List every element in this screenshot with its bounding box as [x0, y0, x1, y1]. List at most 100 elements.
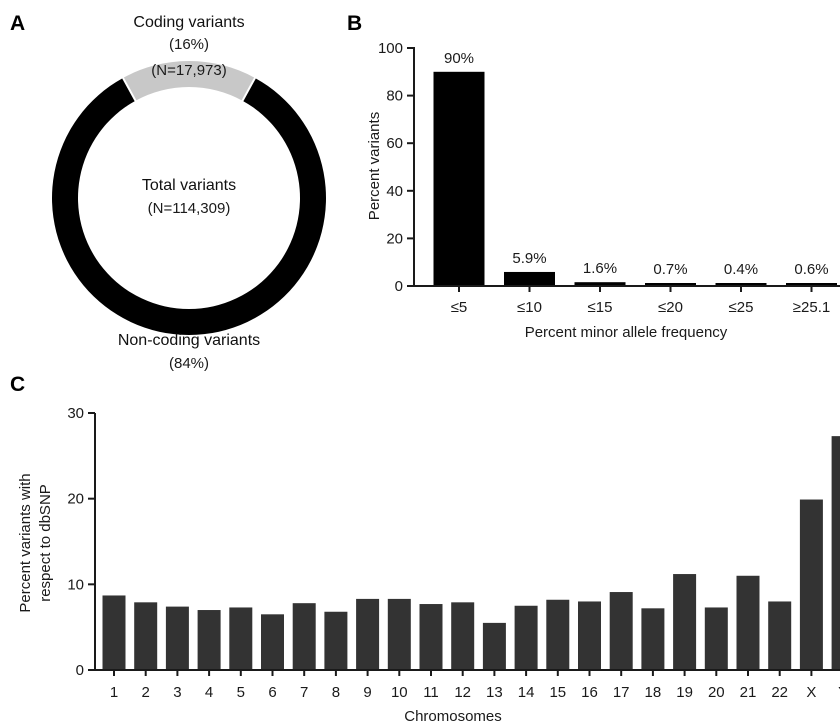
- maf-data-label: 0.4%: [724, 261, 758, 278]
- chrom-bar: [292, 603, 316, 670]
- chrom-bar: [641, 608, 665, 670]
- maf-bar: [645, 283, 696, 286]
- noncoding-variants-percent: (84%): [169, 355, 209, 372]
- maf-x-axis-title: Percent minor allele frequency: [525, 324, 728, 341]
- chrom-bar: [704, 607, 728, 670]
- chrom-x-tick-label: 3: [173, 684, 181, 701]
- chrom-x-tick-label: 20: [708, 684, 725, 701]
- maf-data-label: 0.6%: [794, 261, 828, 278]
- maf-bar: [433, 71, 485, 286]
- chrom-bar: [419, 604, 443, 670]
- chrom-y-tick-label: 20: [67, 491, 84, 508]
- chrom-x-tick-labels: 12345678910111213141516171819202122XY: [110, 670, 840, 701]
- chrom-x-tick-label: 13: [486, 684, 503, 701]
- chrom-bar: [197, 610, 221, 670]
- donut-slice-coding: [122, 61, 256, 101]
- chrom-bars: [102, 436, 840, 670]
- maf-y-tick-label: 20: [386, 230, 403, 247]
- maf-data-label: 5.9%: [512, 250, 546, 267]
- donut-separator-0: [121, 75, 138, 103]
- chrom-x-tick-label: 5: [237, 684, 245, 701]
- donut-chart: [51, 61, 327, 335]
- chrom-bar: [673, 574, 697, 670]
- chrom-x-tick-label: 19: [676, 684, 693, 701]
- panel-b-letter: B: [347, 12, 362, 35]
- panel-c-letter: C: [10, 373, 25, 396]
- maf-x-tick-label: ≤5: [451, 299, 468, 316]
- chrom-y-tick-label: 30: [67, 405, 84, 422]
- noncoding-variants-count: (N=96,336): [151, 277, 226, 294]
- coding-variants-percent: (16%): [169, 36, 209, 53]
- maf-y-tick-label: 80: [386, 88, 403, 105]
- maf-bar: [786, 283, 837, 286]
- chrom-x-tick-label: Y: [838, 684, 840, 701]
- panel-a-letter: A: [10, 12, 25, 35]
- chrom-y-tick-label: 0: [76, 662, 84, 679]
- chrom-x-tick-label: 8: [332, 684, 340, 701]
- noncoding-variants-label: Non-coding variants: [118, 332, 260, 349]
- chrom-bar: [102, 595, 126, 670]
- chrom-bar: [831, 436, 840, 670]
- chrom-y-axis-ticks: 0 10 20 30: [67, 405, 95, 679]
- chrom-x-tick-label: X: [806, 684, 816, 701]
- maf-y-tick-label: 100: [378, 40, 403, 57]
- chrom-x-tick-label: 14: [518, 684, 535, 701]
- chrom-x-tick-label: 1: [110, 684, 118, 701]
- donut-separator-1: [240, 75, 257, 103]
- chrom-bar: [356, 598, 380, 670]
- maf-x-tick-label: ≤20: [658, 299, 683, 316]
- chrom-x-tick-label: 11: [423, 684, 439, 701]
- chrom-x-tick-label: 4: [205, 684, 213, 701]
- maf-y-axis-ticks: 0 20 40 60 80 100: [378, 40, 414, 295]
- chrom-bar: [578, 601, 601, 670]
- chrom-x-tick-label: 9: [363, 684, 371, 701]
- maf-x-tick-label: ≤15: [588, 299, 613, 316]
- chrom-y-tick-label: 10: [67, 576, 84, 593]
- chrom-x-tick-label: 6: [268, 684, 276, 701]
- chrom-x-tick-label: 18: [645, 684, 662, 701]
- chrom-bar: [165, 606, 189, 670]
- chrom-x-tick-label: 15: [549, 684, 566, 701]
- coding-variants-label: Coding variants: [133, 14, 244, 31]
- chrom-x-tick-label: 12: [454, 684, 471, 701]
- maf-y-axis-title: Percent variants: [366, 112, 383, 220]
- maf-bar: [715, 283, 767, 286]
- maf-bar: [504, 271, 555, 286]
- maf-x-tick-labels: ≤5 ≤10 ≤15 ≤20 ≤25 ≥25.1: [451, 286, 830, 316]
- chrom-bar: [482, 622, 506, 670]
- chrom-x-tick-label: 22: [771, 684, 788, 701]
- chrom-bar: [546, 599, 570, 670]
- chrom-x-tick-label: 10: [391, 684, 408, 701]
- maf-y-tick-label: 40: [386, 183, 403, 200]
- chrom-bar: [799, 499, 823, 670]
- maf-data-label: 90%: [444, 50, 474, 67]
- chrom-x-tick-label: 21: [740, 684, 757, 701]
- maf-bar: [574, 282, 626, 286]
- chrom-bar: [387, 598, 411, 670]
- chrom-y-axis-title-line2: respect to dbSNP: [37, 484, 54, 602]
- chrom-y-axis-title-line1: Percent variants with: [17, 473, 34, 612]
- chrom-bar: [768, 601, 792, 670]
- coding-variants-count: (N=17,973): [151, 62, 226, 79]
- chrom-x-axis-title: Chromosomes: [404, 708, 502, 725]
- maf-data-label: 0.7%: [653, 261, 687, 278]
- donut-center-count: (N=114,309): [148, 200, 231, 217]
- maf-data-labels: 90% 5.9% 1.6% 0.7% 0.4% 0.6%: [444, 50, 829, 278]
- chrom-bar: [736, 575, 760, 670]
- maf-x-tick-label: ≥25.1: [793, 299, 830, 316]
- chrom-x-tick-label: 16: [581, 684, 598, 701]
- chrom-x-tick-label: 7: [300, 684, 308, 701]
- chrom-bar: [451, 602, 475, 670]
- maf-x-tick-label: ≤25: [729, 299, 754, 316]
- maf-y-tick-label: 60: [386, 135, 403, 152]
- chrom-x-tick-label: 17: [613, 684, 630, 701]
- chrom-bar: [229, 607, 253, 670]
- chrom-bar: [324, 611, 348, 670]
- maf-x-tick-label: ≤10: [517, 299, 542, 316]
- maf-bars: [433, 71, 837, 286]
- chrom-bar: [609, 592, 633, 670]
- chrom-bar: [134, 602, 158, 670]
- maf-data-label: 1.6%: [583, 260, 617, 277]
- chrom-bar: [514, 605, 538, 670]
